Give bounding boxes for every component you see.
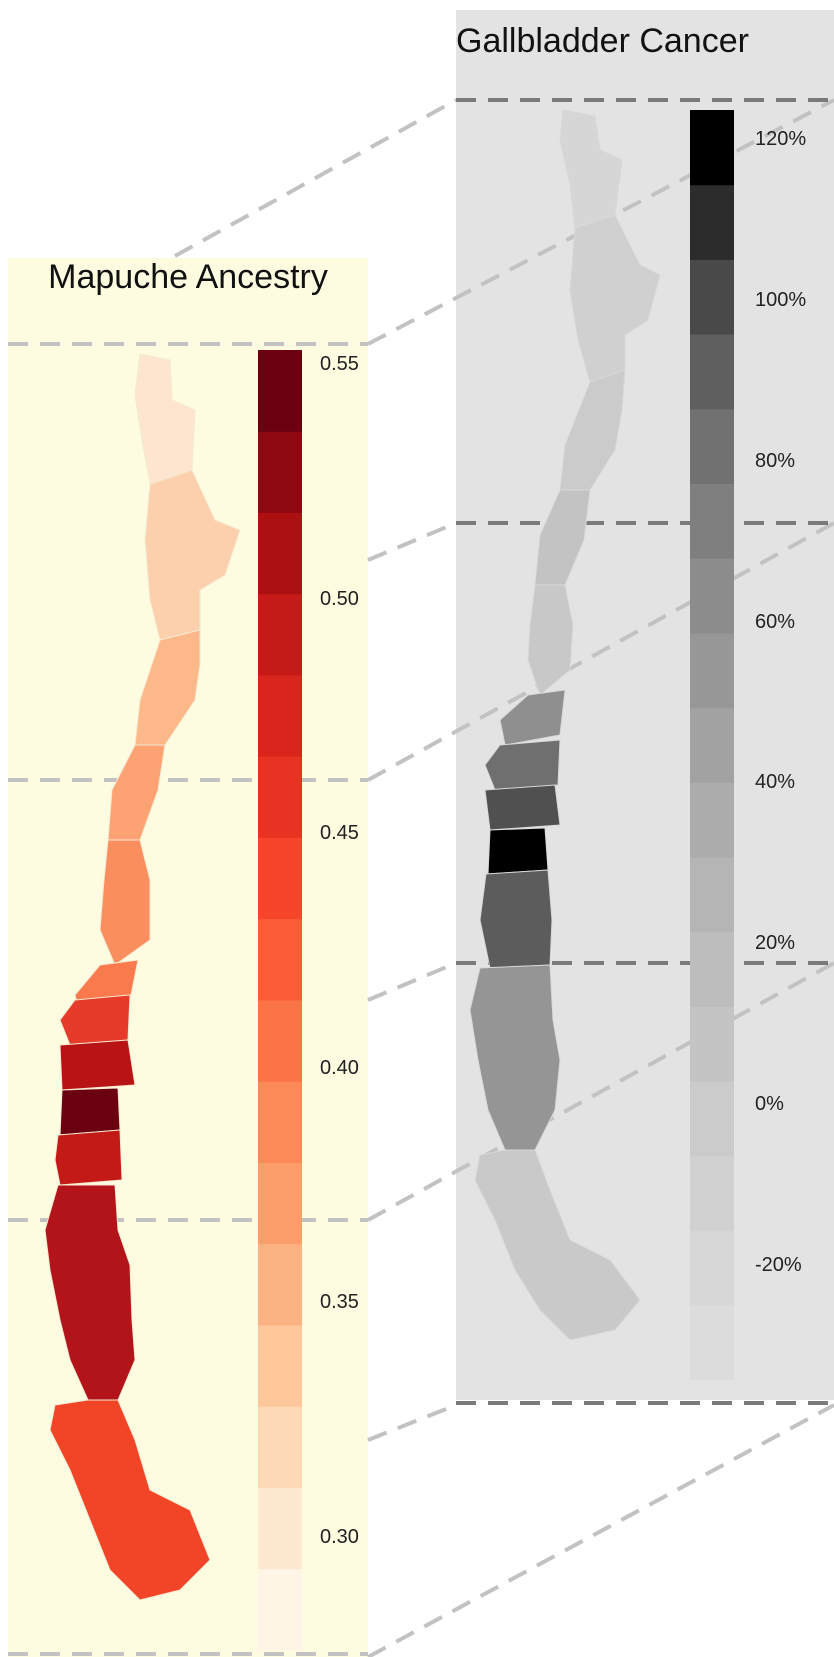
map-region [527,584,574,696]
map-region [49,1399,211,1601]
legend-tick-label: 0.55 [320,353,359,375]
legend-tick-label: 0.45 [320,822,359,845]
legend-swatch [690,259,734,335]
legend-swatch [258,1568,302,1651]
connector-line [367,961,834,1222]
map-region [59,1087,121,1136]
legend-swatch [258,675,302,757]
legend-swatch [258,350,302,432]
legend-swatch [690,782,734,858]
gallbladder-map-chile [469,109,661,1341]
legend-swatch [258,1406,302,1488]
connector-line [174,98,457,258]
legend-swatch [690,558,734,634]
legend-swatch [690,931,734,1007]
legend-swatch [690,483,734,559]
map-region [134,629,201,746]
legend-swatch [258,837,302,920]
mapuche-panel-title: Mapuche Ancestry [48,258,328,296]
legend-swatch [258,431,302,513]
legend-tick-label: -20% [755,1254,802,1276]
mapuche-map-chile [44,353,241,1601]
legend-swatch [690,184,734,260]
map-region [484,784,561,831]
map-region [559,369,626,491]
legend-swatch [690,334,734,410]
gallbladder-color-legend [690,110,734,1381]
map-region [144,469,241,641]
legend-swatch [690,110,734,186]
legend-swatch [258,1162,302,1245]
legend-tick-label: 0% [755,1093,784,1116]
legend-swatch [690,632,734,709]
legend-swatch [690,1305,734,1381]
legend-tick-label: 60% [755,610,796,633]
legend-tick-label: 0.35 [320,1291,359,1314]
legend-tick-label: 0.40 [320,1056,359,1079]
legend-tick-label: 40% [755,771,796,794]
connector-line [367,521,834,782]
map-region [59,1039,136,1091]
map-region [54,1129,123,1186]
legend-swatch [258,1000,302,1082]
legend-swatch [258,1081,302,1163]
connector-line [367,1403,834,1657]
legend-tick-label: 120% [755,128,807,150]
mapuche-band-lines [8,342,368,1656]
legend-swatch [690,1230,734,1306]
map-region [99,839,151,966]
legend-swatch [690,857,734,933]
legend-tick-label: 0.50 [320,587,359,610]
legend-swatch [690,707,734,783]
legend-swatch [258,593,302,676]
legend-swatch [258,918,302,1001]
gallbladder-panel-title: Gallbladder Cancer [456,22,749,60]
legend-swatch [690,1155,734,1232]
connector-line [367,1403,457,1442]
mapuche-color-legend [258,350,302,1651]
map-region [474,1149,641,1341]
legend-swatch [258,1487,302,1570]
connector-line [367,521,457,562]
legend-tick-label: 0.30 [320,1526,359,1548]
legend-swatch [258,512,302,595]
legend-swatch [258,756,302,838]
map-region [479,869,553,969]
legend-swatch [258,1243,302,1326]
map-region [569,214,661,383]
legend-tick-label: 20% [755,932,796,955]
legend-tick-label: 100% [755,288,807,311]
legend-swatch [258,1325,302,1407]
legend-tick-label: 80% [755,449,796,472]
connector-line [367,961,457,1002]
map-region [499,689,566,746]
map-region [487,827,549,875]
legend-swatch [690,1081,734,1157]
legend-swatch [690,1006,734,1082]
legend-swatch [690,408,734,485]
